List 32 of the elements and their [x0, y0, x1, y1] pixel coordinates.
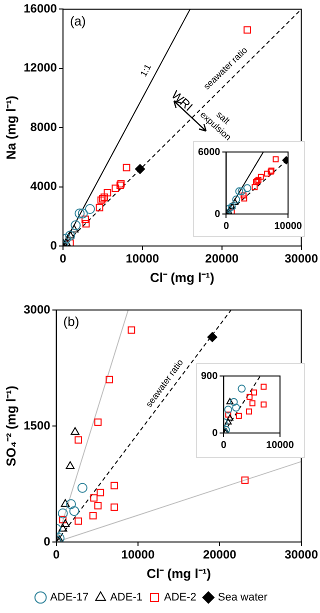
- x-tick-label: 20000: [202, 548, 237, 562]
- x-axis-title: Cl⁻ (mg l⁻¹): [146, 566, 211, 581]
- annotation: (b): [63, 314, 80, 330]
- y-tick-label: 0: [50, 238, 58, 252]
- annotation: 1:1: [138, 62, 154, 78]
- legend-label: Sea water: [218, 592, 268, 604]
- legend-label: ADE-2: [164, 592, 196, 604]
- y-tick-label: 12000: [24, 60, 58, 75]
- x-tick-label: 10000: [266, 440, 294, 451]
- x-tick-label: 10000: [274, 220, 302, 232]
- annotation: (a): [70, 13, 86, 28]
- legend-label: ADE-17: [50, 592, 89, 604]
- x-tick-label: 0: [60, 252, 67, 266]
- y-tick-label: 0: [214, 208, 221, 220]
- legend-label: ADE-1: [110, 592, 142, 604]
- y-axis-title: SO₄⁻² (mg l⁻¹): [3, 386, 18, 466]
- y-tick-label: 8000: [30, 120, 58, 134]
- y-tick-label: 0: [44, 534, 51, 548]
- y-tick-label: 16000: [24, 2, 58, 16]
- x-tick-label: 10000: [126, 252, 160, 266]
- y-tick-label: 900: [200, 370, 218, 382]
- x-tick-label: 30000: [284, 252, 318, 266]
- x-tick-label: 10000: [121, 548, 155, 562]
- x-tick-label: 20000: [205, 252, 239, 266]
- y-tick-label: 1500: [24, 418, 51, 432]
- y-tick-label: 3000: [24, 302, 51, 316]
- x-axis-title: Cl⁻ (mg l⁻¹): [150, 270, 214, 285]
- y-tick-label: 0: [212, 428, 218, 439]
- x-tick-label: 30000: [284, 548, 318, 562]
- y-tick-label: 6000: [198, 146, 221, 158]
- y-axis-title: Na (mg l⁻¹): [3, 96, 18, 160]
- y-tick-label: 4000: [30, 179, 58, 194]
